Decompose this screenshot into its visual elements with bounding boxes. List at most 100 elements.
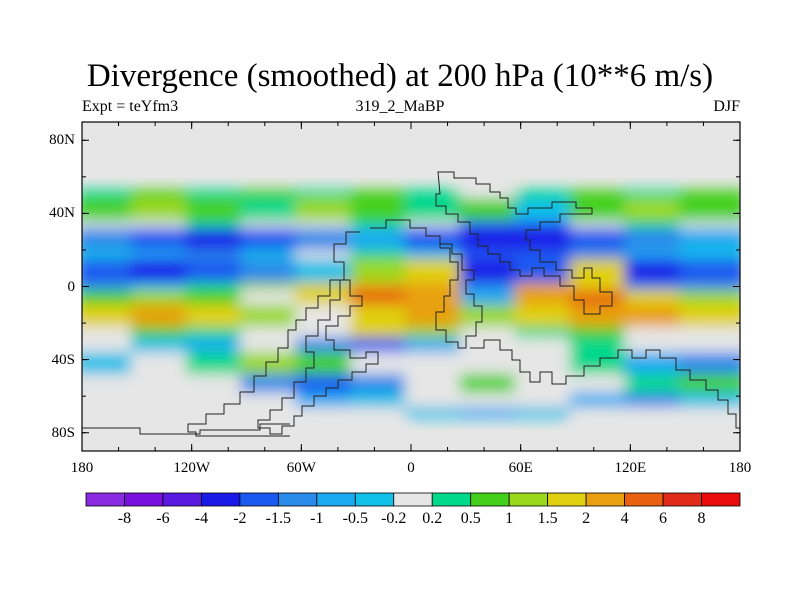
field-cell xyxy=(295,282,363,291)
field-cell xyxy=(514,220,582,229)
contour-field xyxy=(82,189,740,419)
coastline-southern-africa xyxy=(470,339,740,429)
field-cell xyxy=(569,220,637,229)
field-cell xyxy=(185,352,253,375)
y-tick-label: 40S xyxy=(51,351,75,368)
field-cell xyxy=(569,259,637,283)
colorbar-swatch xyxy=(547,492,587,507)
field-cell xyxy=(240,198,308,221)
field-cell xyxy=(405,198,472,221)
field-cell xyxy=(569,189,637,199)
field-cell xyxy=(130,326,198,338)
field-cell xyxy=(295,220,363,229)
field-cell xyxy=(240,259,308,283)
field-cell xyxy=(130,304,198,327)
field-cell xyxy=(240,337,308,353)
field-cell xyxy=(405,392,472,408)
colorbar-swatch xyxy=(85,492,125,507)
colorbar-swatch xyxy=(662,492,702,507)
coastline-south-america xyxy=(257,279,379,435)
field-cell xyxy=(679,198,740,221)
field-cell xyxy=(350,290,417,305)
field-cell xyxy=(350,304,417,327)
field-cell xyxy=(130,198,198,221)
field-cell xyxy=(240,374,308,393)
field-cell xyxy=(130,337,198,353)
field-cell xyxy=(130,374,198,393)
field-cell xyxy=(350,249,417,260)
field-cell xyxy=(459,189,527,199)
field-cell xyxy=(82,326,143,338)
field-cell xyxy=(185,259,253,283)
colorbar-swatch xyxy=(201,492,241,507)
field-cell xyxy=(350,337,417,353)
coastline-antarctic-shelf xyxy=(82,423,290,435)
colorbar-label: -0.2 xyxy=(381,510,407,527)
x-tick-label: 0 xyxy=(407,460,415,476)
field-cell xyxy=(624,392,692,408)
field-cell xyxy=(405,290,472,305)
field-cell xyxy=(405,220,472,229)
field-cell xyxy=(185,407,253,419)
field-cell xyxy=(350,189,417,199)
x-tick-label: 120W xyxy=(173,460,210,476)
colorbar-label: -1 xyxy=(310,510,324,527)
field-cell xyxy=(514,228,582,250)
field-cell xyxy=(350,374,417,393)
field-cell xyxy=(185,392,253,408)
field-cell xyxy=(82,407,143,419)
field-cell xyxy=(679,392,740,408)
field-cell xyxy=(569,228,637,250)
field-cell xyxy=(82,374,143,393)
field-cell xyxy=(240,189,308,199)
field-cell xyxy=(185,198,253,221)
field-cell xyxy=(405,407,472,419)
field-cell xyxy=(569,282,637,291)
field-cell xyxy=(514,282,582,291)
colorbar-swatch xyxy=(124,492,164,507)
axis-ticks xyxy=(81,122,741,451)
colorbar-label: 1 xyxy=(505,510,514,527)
field-cell xyxy=(240,228,308,250)
field-cell xyxy=(569,407,637,419)
colorbar-label: -4 xyxy=(194,510,209,527)
field-cell xyxy=(185,282,253,291)
y-tick-label: 80N xyxy=(49,132,75,149)
colorbar-swatch xyxy=(162,492,202,507)
field-cell xyxy=(130,290,198,305)
field-cell xyxy=(350,326,417,338)
field-cell xyxy=(679,259,740,283)
field-cell xyxy=(624,290,692,305)
x-tick-label: 60E xyxy=(508,460,533,476)
field-cell xyxy=(295,407,363,419)
field-cell xyxy=(624,282,692,291)
colorbar-swatch xyxy=(508,492,549,507)
y-tick-label: 80S xyxy=(51,424,75,441)
field-cell xyxy=(624,337,692,353)
field-cell xyxy=(82,290,143,305)
field-cell xyxy=(405,337,472,353)
field-cell xyxy=(679,352,740,375)
field-cell xyxy=(679,407,740,419)
field-cell xyxy=(240,290,308,305)
field-cell xyxy=(514,392,582,408)
field-cell xyxy=(82,282,143,291)
field-cell xyxy=(679,304,740,327)
colorbar-label: 2 xyxy=(582,510,591,527)
field-cell xyxy=(185,249,253,260)
field-cell xyxy=(624,374,692,393)
field-cell xyxy=(569,374,637,393)
field-cell xyxy=(624,189,692,199)
field-cell xyxy=(185,228,253,250)
colorbar-swatch xyxy=(470,492,510,507)
field-cell xyxy=(295,392,363,408)
colorbar-swatch xyxy=(354,492,395,507)
field-cell xyxy=(185,337,253,353)
colorbar-swatch xyxy=(624,492,664,507)
field-cell xyxy=(514,352,582,375)
field-cell xyxy=(130,220,198,229)
x-tick-label: 180 xyxy=(70,460,94,476)
field-cell xyxy=(514,290,582,305)
